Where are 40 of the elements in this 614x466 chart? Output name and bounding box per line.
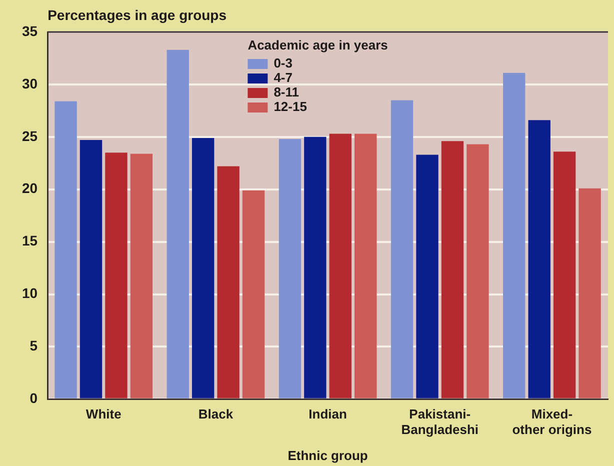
bar [503,72,526,398]
bar [390,100,414,398]
legend-title: Academic age in years [248,38,388,53]
y-tick-label: 10 [22,285,38,302]
y-tick-label: 20 [22,180,38,196]
x-tick-label: Mixed-other origins [512,406,592,438]
y-tick-label: 5 [30,338,38,354]
y-tick-label: 35 [22,22,38,39]
x-axis-title: Ethnic group [288,448,368,463]
y-tick-label: 15 [22,232,38,249]
bar [166,50,189,398]
bar [105,152,128,398]
bar [578,188,601,398]
bar [54,101,77,398]
bar [130,154,153,398]
bar [192,138,214,398]
bar [441,141,464,398]
x-tick-label: Black [198,406,234,422]
bar [242,190,265,398]
bar [528,120,550,398]
bar [553,152,576,398]
y-axis-title: Percentages in age groups [48,6,227,23]
bar [329,134,352,398]
legend-label: 4-7 [274,70,292,86]
bar [217,166,240,398]
x-tick-label: Indian [308,406,347,422]
legend-label: 8-11 [274,84,300,100]
x-tick-label: White [86,406,122,422]
legend-label: 0-3 [274,56,292,71]
bar [354,134,377,398]
bar [466,144,489,398]
y-tick-label: 25 [22,128,38,144]
bar [278,139,302,398]
bar [416,154,438,398]
y-tick-label: 0 [30,390,38,406]
bar [304,136,326,398]
y-tick-label: 30 [22,75,38,92]
bar [80,140,102,398]
legend-label: 12-15 [274,99,307,114]
x-tick-label: Pakistani-Bangladeshi [401,406,479,438]
